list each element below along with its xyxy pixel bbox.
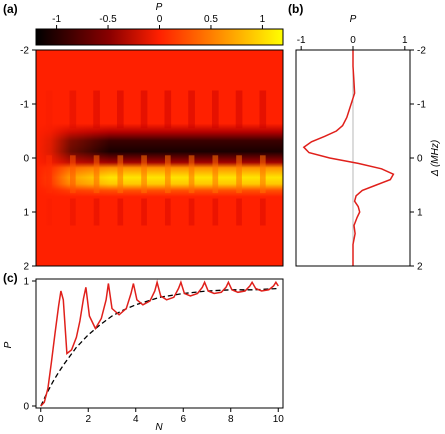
b-x-axis-title: P (350, 14, 357, 25)
heatmap (36, 50, 283, 266)
b-x-axis: -1 0 1 (297, 35, 408, 50)
colorbar-ticks: -1 -0.5 0 0.5 1 (52, 14, 266, 29)
b-x-tick-label: 0 (350, 35, 356, 46)
heatmap-onset (36, 50, 283, 266)
b-y-axis-title: Δ (MHz) (430, 140, 441, 177)
c-y-tick-label: 1 (23, 277, 29, 288)
panel-a-label: (a) (3, 2, 18, 16)
b-y-tick-label: 1 (417, 208, 423, 219)
panel-c: (c) 0 2 4 6 8 10 01 N P (3, 271, 284, 433)
colorbar-bar (35, 28, 284, 46)
colorbar: P -1 -0.5 0 0.5 1 (35, 2, 284, 46)
c-x-tick-label: 0 (38, 414, 44, 425)
b-y-tick-label: 0 (417, 154, 423, 165)
heatmap-y-tick-label: 2 (23, 262, 29, 273)
c-dashed-series (40, 287, 279, 407)
heatmap-y-tick-label: 0 (23, 154, 29, 165)
c-x-tick-label: 4 (133, 414, 139, 425)
colorbar-tick-label: -0.5 (99, 14, 117, 25)
heatmap-y-tick-label: -2 (20, 46, 29, 57)
c-x-axis: 0 2 4 6 8 10 (38, 408, 284, 425)
panel-b: (b) P -1 0 1 -2 -1 0 1 2 Δ (MHz) (288, 2, 441, 273)
b-series-line (302, 50, 395, 266)
colorbar-tick-label: 0 (157, 14, 163, 25)
colorbar-tick-label: -1 (52, 14, 61, 25)
panel-a: (a) P -1 -0.5 0 0.5 1 -2 -1 0 1 2 (3, 2, 284, 273)
colorbar-tick-label: 1 (260, 14, 266, 25)
c-x-tick-label: 6 (180, 414, 186, 425)
c-x-tick-label: 2 (85, 414, 91, 425)
b-y-tick-label: -1 (417, 100, 426, 111)
panel-b-label: (b) (288, 2, 303, 16)
colorbar-title: P (156, 2, 163, 13)
b-y-axis: -2 -1 0 1 2 (410, 46, 426, 273)
heatmap-y-tick-label: 1 (23, 208, 29, 219)
colorbar-tick-label: 0.5 (204, 14, 218, 25)
b-y-tick-label: -2 (417, 46, 426, 57)
b-y-tick-label: 2 (417, 262, 423, 273)
panel-c-label: (c) (3, 271, 18, 285)
c-solid-series (40, 279, 279, 407)
c-x-axis-title: N (155, 422, 163, 433)
heatmap-y-axis: -2 -1 0 1 2 (20, 46, 36, 273)
c-frame (35, 278, 284, 409)
b-x-tick-label: 1 (402, 35, 408, 46)
b-x-tick-label: -1 (297, 35, 306, 46)
c-y-axis-title: P (3, 341, 14, 348)
c-x-tick-label: 8 (228, 414, 234, 425)
c-y-axis: 01 (23, 277, 36, 413)
c-x-tick-label: 10 (273, 414, 285, 425)
c-y-tick-label: 0 (23, 402, 29, 413)
heatmap-y-tick-label: -1 (20, 100, 29, 111)
